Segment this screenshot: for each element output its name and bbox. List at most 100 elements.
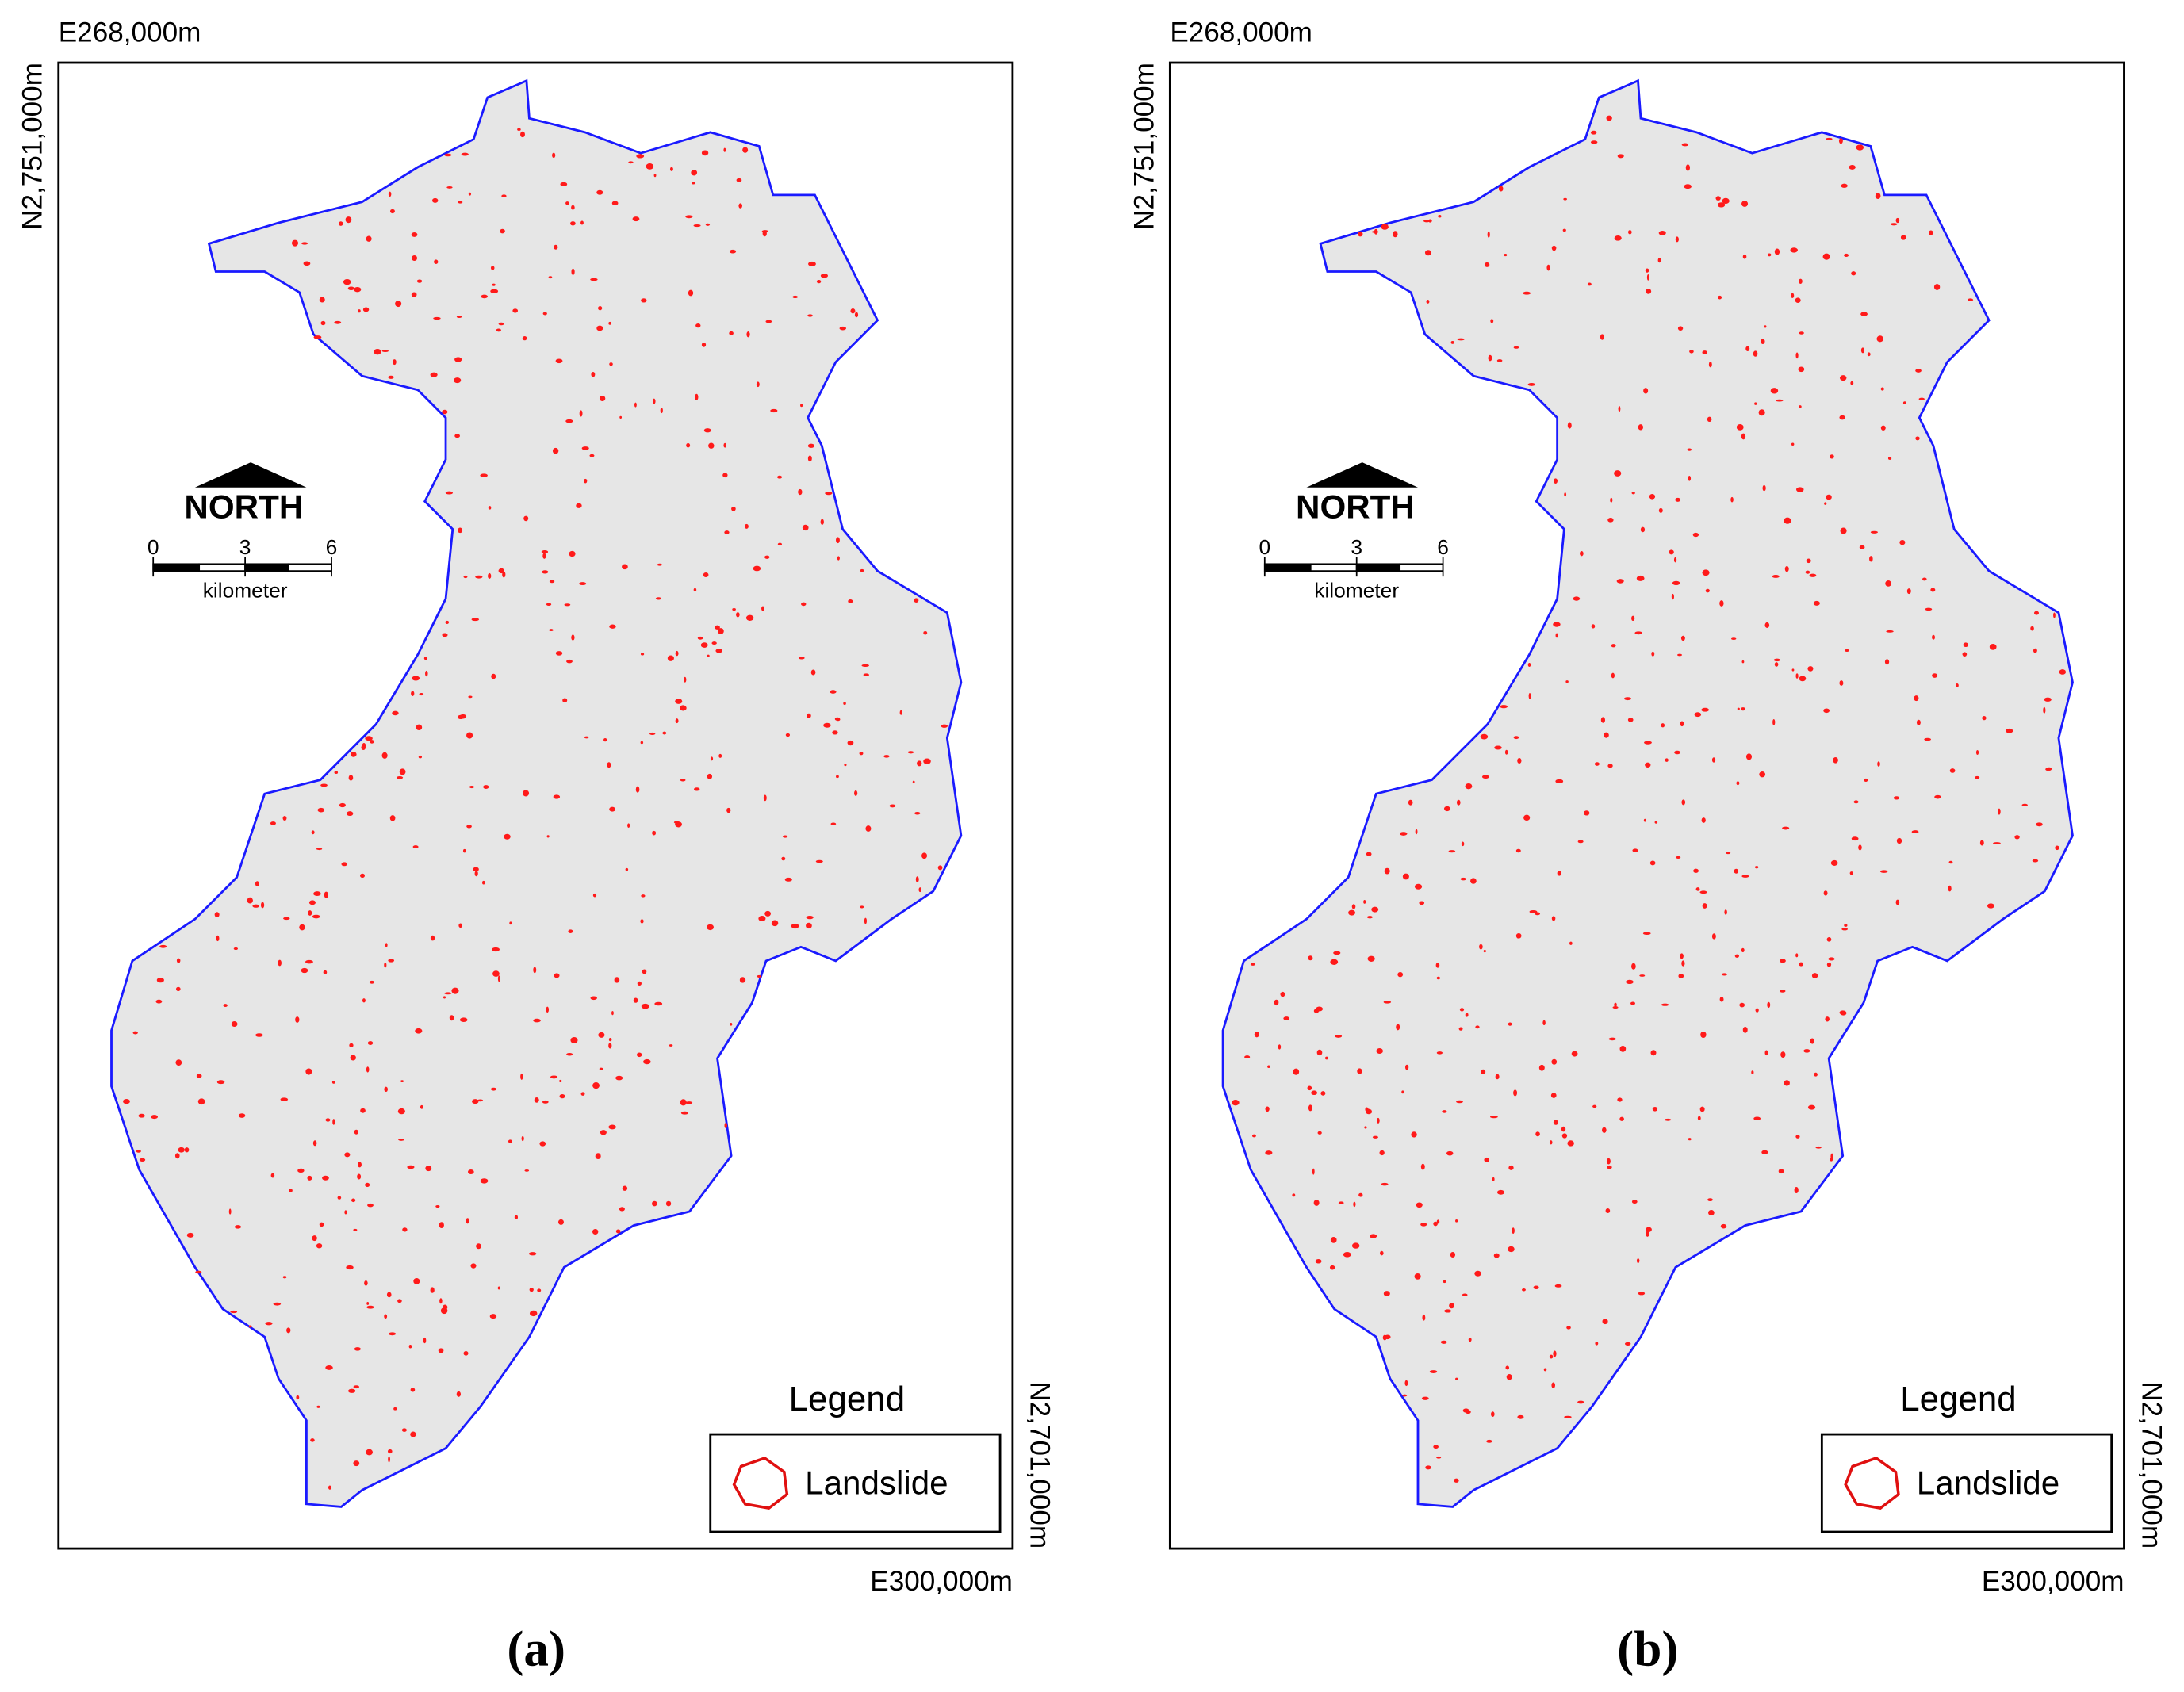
landslide-marker [334, 771, 339, 775]
landslide-marker [1731, 637, 1737, 641]
landslide-marker [1365, 1108, 1373, 1115]
landslide-marker [1614, 235, 1622, 241]
north-label: NORTH [184, 488, 303, 525]
landslide-marker [1335, 1034, 1343, 1038]
landslide-marker [311, 830, 315, 835]
landslide-marker [466, 1218, 469, 1224]
landslide-marker [339, 802, 346, 808]
landslide-marker [283, 917, 290, 921]
landslide-marker [652, 830, 657, 836]
landslide-marker [1265, 1106, 1270, 1112]
landslide-marker [1535, 1131, 1540, 1137]
landslide-marker [1436, 1219, 1440, 1224]
landslide-marker [354, 286, 362, 293]
landslide-marker [1429, 1370, 1438, 1373]
landslide-marker [1840, 1010, 1847, 1016]
landslide-marker [1496, 1189, 1505, 1195]
landslide-marker [423, 657, 428, 660]
scale-bar-segment [244, 563, 289, 572]
landslide-marker [1455, 1377, 1458, 1380]
landslide-marker [325, 1365, 333, 1370]
landslide-marker [2033, 648, 2037, 653]
landslide-marker [1681, 799, 1686, 806]
landslide-marker [1384, 1334, 1391, 1340]
landslide-marker [451, 987, 459, 994]
landslide-marker [792, 295, 799, 299]
landslide-marker [305, 1068, 312, 1075]
landslide-marker [136, 1150, 141, 1153]
landslide-marker [1646, 274, 1649, 281]
landslide-marker [413, 1278, 420, 1284]
landslide-marker [539, 1141, 546, 1147]
landslide-marker [178, 1147, 185, 1153]
landslide-marker [1736, 781, 1740, 786]
landslide-marker [590, 278, 598, 281]
landslide-marker [1515, 848, 1521, 853]
landslide-marker [1546, 264, 1550, 271]
landslide-marker [433, 316, 441, 320]
landslide-marker [723, 147, 726, 152]
landslide-marker [1419, 901, 1425, 905]
landslide-marker [554, 244, 558, 250]
landslide-marker [552, 152, 556, 158]
landslide-marker [345, 216, 352, 224]
landslide-marker [1292, 1193, 1296, 1197]
landslide-marker [1791, 293, 1795, 298]
landslide-marker [1607, 1165, 1612, 1169]
landslide-marker [1607, 764, 1613, 768]
landslide-marker [282, 1276, 287, 1279]
landslide-marker [1702, 569, 1710, 576]
landslide-marker [724, 530, 730, 534]
landslide-marker [608, 1043, 612, 1049]
landslide-marker [184, 1147, 190, 1153]
landslide-marker [570, 1036, 578, 1044]
landslide-marker [1853, 800, 1859, 804]
landslide-marker [632, 216, 640, 222]
landslide-marker [813, 671, 816, 674]
landslide-marker [1317, 1131, 1322, 1135]
landslide-marker [1672, 580, 1680, 586]
landslide-marker [1608, 1037, 1616, 1041]
landslide-marker [1371, 231, 1379, 233]
landslide-marker [280, 1097, 289, 1101]
landslide-marker [362, 307, 370, 312]
landslide-marker [1380, 1250, 1384, 1256]
landslide-marker [305, 959, 313, 964]
landslide-marker [665, 1200, 672, 1207]
landslide-marker [736, 178, 742, 182]
landslide-marker [322, 1175, 329, 1181]
landslide-marker [1876, 335, 1883, 343]
landslide-marker [692, 182, 695, 185]
landslide-marker [1699, 1106, 1705, 1112]
landslide-marker [1338, 1201, 1344, 1204]
landslide-marker [1644, 741, 1652, 745]
landslide-marker [701, 343, 707, 347]
landslide-marker [497, 1286, 500, 1290]
scale-unit: kilometer [203, 578, 288, 602]
landslide-marker [416, 724, 423, 731]
landslide-marker [798, 488, 803, 496]
panel-caption: (a) [507, 1621, 565, 1677]
landslide-marker [1929, 230, 1933, 235]
northing-top: N2,751,000m [1128, 63, 1159, 230]
landslide-marker [1604, 732, 1609, 738]
landslide-marker [489, 1314, 497, 1319]
landslide-marker [1844, 649, 1849, 652]
landslide-marker [1708, 1209, 1715, 1215]
landslide-marker [923, 630, 928, 635]
landslide-marker [1484, 1157, 1490, 1162]
landslide-marker [1741, 433, 1746, 440]
landslide-marker [360, 1108, 366, 1113]
landslide-marker [560, 182, 568, 187]
landslide-marker [443, 996, 446, 999]
landslide-marker [546, 1006, 550, 1013]
landslide-marker [637, 981, 642, 986]
landslide-marker [1860, 347, 1865, 354]
landslide-marker [1755, 866, 1759, 869]
landslide-marker [1455, 1219, 1458, 1223]
landslide-marker [744, 523, 749, 529]
landslide-marker [1232, 1100, 1240, 1106]
landslide-marker [1265, 1150, 1273, 1155]
landslide-marker [1780, 990, 1786, 993]
landslide-marker [2006, 728, 2013, 733]
